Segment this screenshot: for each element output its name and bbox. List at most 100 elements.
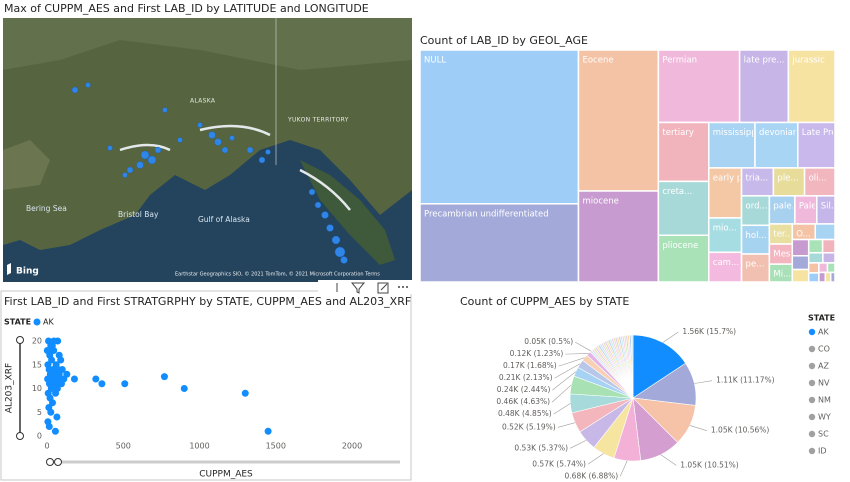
legend-marker xyxy=(808,328,816,336)
map-land xyxy=(3,140,50,190)
data-label: 1.56K (15.7%) xyxy=(682,327,736,336)
legend-label: AK xyxy=(43,318,54,327)
treemap-label: tria... xyxy=(746,173,769,183)
scatter-point xyxy=(45,423,53,430)
map-title: Max of CUPPM_AES and First LAB_ID by LAT… xyxy=(4,2,369,15)
tile-clip: Pale... xyxy=(799,201,815,211)
treemap-tile xyxy=(419,203,580,283)
pie: 0.05K (0.5%) 0.12K (1.23%) 0.17K (1.68%) 0.… xyxy=(496,327,831,480)
treemap-label: oli... xyxy=(809,173,827,183)
tile-clip: O... xyxy=(796,229,810,237)
tile-clip: ple... xyxy=(777,173,798,183)
treemap-label: pale... xyxy=(773,201,799,211)
treemap-label: ord... xyxy=(746,201,768,211)
treemap-label: pliocene xyxy=(662,241,698,251)
tile-clip: jurassic xyxy=(791,56,825,66)
legend-marker xyxy=(33,318,41,326)
tile-clip: pliocene xyxy=(662,241,698,251)
tile-clip: miocene xyxy=(582,196,618,206)
tile-clip: devonian xyxy=(759,128,796,138)
map-label: YUKON TERRITORY xyxy=(287,117,349,124)
map-attribution: Earthstar Geographics SIO, © 2021 TomTom… xyxy=(175,271,380,278)
leader-line xyxy=(694,380,713,384)
x-tick-label: 2000 xyxy=(342,442,362,451)
treemap-label: mio... xyxy=(713,223,737,233)
zoom-slider[interactable] xyxy=(16,336,401,466)
tile-clip: pe... xyxy=(746,260,765,270)
filter-icon[interactable] xyxy=(350,282,366,294)
leader-line xyxy=(554,363,581,379)
tile-clip: hol... xyxy=(746,231,767,241)
treemap-tile xyxy=(807,252,824,264)
data-label: 1.11K (11.17%) xyxy=(716,376,775,385)
y-tick-label: 10 xyxy=(32,384,42,393)
treemap-label: late pre... xyxy=(744,56,785,66)
treemap-tile xyxy=(708,251,743,283)
tile-clip: Eocene xyxy=(582,56,613,66)
treemap-label: Permian xyxy=(662,56,697,66)
map-label: Bering Sea xyxy=(26,204,67,213)
leader-line xyxy=(558,357,585,367)
legend-marker xyxy=(808,362,816,370)
scatter-point xyxy=(180,385,188,392)
legend-marker xyxy=(808,345,816,353)
tile-clip: Late Preca... xyxy=(802,128,833,138)
treemap-tile xyxy=(797,121,836,169)
legend-label: SC xyxy=(818,430,829,439)
treemap-tile xyxy=(814,223,836,241)
x-tick-label: 500 xyxy=(116,442,131,451)
tile-clip: ter... xyxy=(773,229,790,239)
data-label: 0.48K (4.85%) xyxy=(498,409,552,418)
header-bg xyxy=(318,280,412,294)
scatter-point xyxy=(98,380,106,388)
visual-header xyxy=(318,280,412,294)
treemap-label: early preca... xyxy=(713,173,769,183)
legend-label: AZ xyxy=(818,362,829,371)
data-label: 0.53K (5.37%) xyxy=(514,443,568,452)
treemap-tile xyxy=(807,238,824,254)
tile-clip: Sil... xyxy=(821,201,833,211)
scatter-point xyxy=(55,351,63,359)
tile-clip: mississippi... xyxy=(713,128,767,138)
map-label: Gulf of Alaska xyxy=(198,215,250,224)
data-label: 0.17K (1.68%) xyxy=(503,361,557,370)
leader-line xyxy=(565,353,589,355)
treemap-label: pe... xyxy=(746,260,765,270)
tile-clip: tertiary xyxy=(662,128,694,138)
legend-marker xyxy=(808,379,816,387)
pie-slice xyxy=(630,334,634,399)
data-label: 0.68K (6.88%) xyxy=(565,471,619,480)
treemap-tile xyxy=(826,262,836,274)
treemap-tile xyxy=(818,271,827,283)
treemap-tile xyxy=(818,262,829,274)
scatter-point xyxy=(51,427,59,435)
tile-clip: ord... xyxy=(746,201,768,211)
treemap-label: Precambrian undifferentiated xyxy=(424,209,549,219)
x-tick-label: 1000 xyxy=(189,442,209,451)
y-tick-label: 20 xyxy=(32,337,42,346)
tile-clip: creta... xyxy=(662,187,692,197)
scatter-point xyxy=(160,373,168,381)
map[interactable]: ALASKA YUKON TERRITORY Bering Sea Bristo… xyxy=(3,18,412,282)
legend-marker xyxy=(808,413,816,421)
scatter-point xyxy=(92,375,100,383)
data-label: 1.05K (10.51%) xyxy=(680,460,739,469)
leader-line xyxy=(689,425,708,431)
x-tick-label: 1500 xyxy=(266,442,286,451)
map-label: Bristol Bay xyxy=(118,210,159,219)
data-label: 0.52K (5.19%) xyxy=(502,422,556,431)
data-label: 0.46K (4.63%) xyxy=(496,397,550,406)
tile-clip: oli... xyxy=(809,173,827,183)
leader-line xyxy=(553,403,571,415)
leader-line xyxy=(551,384,572,403)
more-icon[interactable] xyxy=(398,286,408,288)
leader-line xyxy=(660,454,677,466)
scatter-point xyxy=(63,370,71,378)
focus-icon[interactable] xyxy=(377,282,389,294)
treemap-label: mississippi... xyxy=(713,128,767,138)
treemap-tile xyxy=(807,262,820,274)
scatter-title: First LAB_ID and First STRATGRPHY by STA… xyxy=(4,295,411,308)
treemap-label: hol... xyxy=(746,231,767,241)
legend-label: NM xyxy=(818,396,831,405)
